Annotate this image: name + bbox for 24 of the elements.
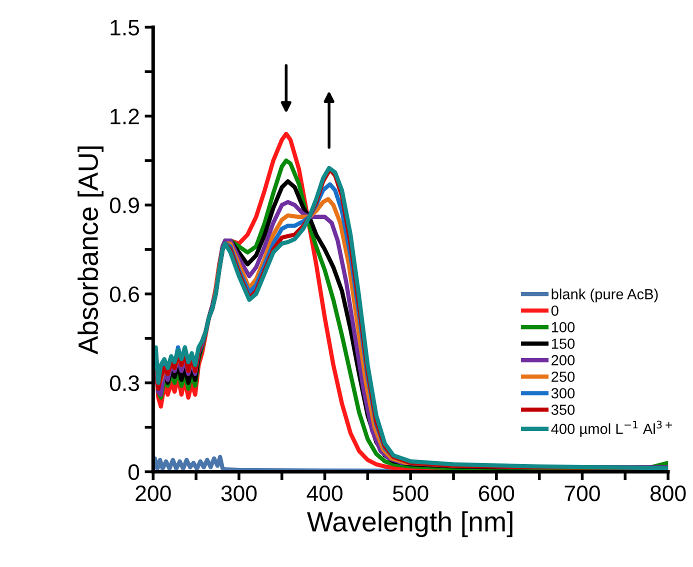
y-tick-label: 0: [128, 464, 140, 480]
y-tick-label: 1.5: [110, 20, 140, 36]
legend-label: 300: [551, 388, 575, 398]
x-tick-label: 700: [564, 486, 600, 502]
x-axis-title: Wavelength [nm]: [307, 511, 512, 538]
x-tick-label: 300: [221, 486, 257, 502]
legend-label: 200: [552, 355, 575, 366]
legend-label: 100: [552, 322, 575, 332]
legend-label: 0: [551, 306, 558, 316]
y-tick-label: 1.2: [110, 108, 139, 124]
legend-label: 250: [552, 372, 575, 382]
x-tick-label: 600: [479, 486, 514, 502]
y-tick-label: 0.6: [110, 286, 139, 302]
y-tick-label: 0.9: [110, 198, 139, 214]
y-tick-label: 0.3: [110, 375, 139, 392]
legend-label: 400 µmol L$^{−1}$ Al$^{3+}$: [551, 420, 672, 437]
legend-label: 150: [552, 338, 575, 349]
x-tick-label: 200: [136, 486, 171, 502]
x-tick-label: 500: [392, 486, 428, 502]
legend-label: blank (pure AcB): [552, 288, 658, 302]
legend-label: 350: [551, 404, 575, 415]
y-axis-title: Absorbance [AU]: [78, 146, 104, 354]
x-tick-label: 400: [306, 486, 342, 502]
x-tick-label: 800: [650, 486, 686, 502]
